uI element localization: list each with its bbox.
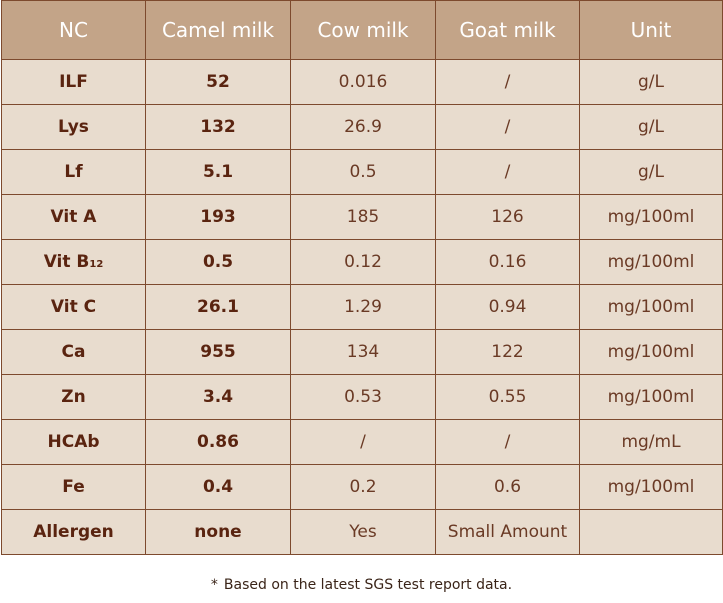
camel-milk-cell: 0.86 [145, 419, 291, 465]
cow-milk-cell: 0.5 [290, 149, 436, 195]
unit-cell: mg/100ml [579, 239, 723, 285]
nc-cell: Vit C [1, 284, 146, 330]
nc-cell: HCAb [1, 419, 146, 465]
nc-cell: Zn [1, 374, 146, 420]
goat-milk-cell: 0.94 [435, 284, 580, 330]
goat-milk-cell: / [435, 104, 580, 150]
milk-comparison-table: NC Camel milk Cow milk Goat milk Unit IL… [1, 0, 723, 555]
header-goat-milk: Goat milk [435, 0, 580, 60]
cow-milk-cell: 0.12 [290, 239, 436, 285]
camel-milk-cell: 0.5 [145, 239, 291, 285]
table-row: Lys 132 26.9 / g/L [1, 104, 723, 150]
header-nc: NC [1, 0, 146, 60]
nc-cell: Vit B12 [1, 239, 146, 285]
cow-milk-cell: 26.9 [290, 104, 436, 150]
nc-label: Vit B [43, 252, 90, 272]
table-header-row: NC Camel milk Cow milk Goat milk Unit [1, 0, 723, 60]
camel-milk-cell: 132 [145, 104, 291, 150]
table-row: ILF 52 0.016 / g/L [1, 59, 723, 105]
cow-milk-cell: 0.2 [290, 464, 436, 510]
goat-milk-cell: 0.55 [435, 374, 580, 420]
unit-cell [579, 509, 723, 555]
table-row: Lf 5.1 0.5 / g/L [1, 149, 723, 195]
goat-milk-cell: 122 [435, 329, 580, 375]
goat-milk-cell: 0.16 [435, 239, 580, 285]
nc-cell: Allergen [1, 509, 146, 555]
table-row: Allergen none Yes Small Amount [1, 509, 723, 555]
table-row: Zn 3.4 0.53 0.55 mg/100ml [1, 374, 723, 420]
table-row: Ca 955 134 122 mg/100ml [1, 329, 723, 375]
table-row: Vit C 26.1 1.29 0.94 mg/100ml [1, 284, 723, 330]
nc-cell: Lf [1, 149, 146, 195]
nc-cell: Ca [1, 329, 146, 375]
cow-milk-cell: 0.016 [290, 59, 436, 105]
header-camel-milk: Camel milk [145, 0, 291, 60]
camel-milk-cell: 52 [145, 59, 291, 105]
goat-milk-cell: Small Amount [435, 509, 580, 555]
camel-milk-cell: 193 [145, 194, 291, 240]
unit-cell: mg/100ml [579, 194, 723, 240]
table-row: Vit B12 0.5 0.12 0.16 mg/100ml [1, 239, 723, 285]
footnote: * Based on the latest SGS test report dat… [0, 577, 723, 593]
header-cow-milk: Cow milk [290, 0, 436, 60]
camel-milk-cell: none [145, 509, 291, 555]
comparison-table-wrapper: NC Camel milk Cow milk Goat milk Unit IL… [1, 0, 723, 555]
camel-milk-cell: 26.1 [145, 284, 291, 330]
unit-cell: mg/100ml [579, 329, 723, 375]
asterisk-icon: * [210, 577, 218, 593]
unit-cell: g/L [579, 104, 723, 150]
nc-cell: Fe [1, 464, 146, 510]
goat-milk-cell: / [435, 59, 580, 105]
nc-subscript: 12 [89, 259, 104, 270]
unit-cell: g/L [579, 149, 723, 195]
header-unit: Unit [579, 0, 723, 60]
goat-milk-cell: / [435, 149, 580, 195]
camel-milk-cell: 3.4 [145, 374, 291, 420]
nc-cell: Vit A [1, 194, 146, 240]
table-row: Fe 0.4 0.2 0.6 mg/100ml [1, 464, 723, 510]
goat-milk-cell: / [435, 419, 580, 465]
cow-milk-cell: 1.29 [290, 284, 436, 330]
unit-cell: g/L [579, 59, 723, 105]
goat-milk-cell: 126 [435, 194, 580, 240]
footnote-text: Based on the latest SGS test report data… [223, 577, 513, 593]
goat-milk-cell: 0.6 [435, 464, 580, 510]
cow-milk-cell: 185 [290, 194, 436, 240]
nc-cell: Lys [1, 104, 146, 150]
cow-milk-cell: Yes [290, 509, 436, 555]
cow-milk-cell: 0.53 [290, 374, 436, 420]
camel-milk-cell: 0.4 [145, 464, 291, 510]
nc-cell: ILF [1, 59, 146, 105]
camel-milk-cell: 5.1 [145, 149, 291, 195]
unit-cell: mg/mL [579, 419, 723, 465]
cow-milk-cell: 134 [290, 329, 436, 375]
table-row: Vit A 193 185 126 mg/100ml [1, 194, 723, 240]
camel-milk-cell: 955 [145, 329, 291, 375]
unit-cell: mg/100ml [579, 374, 723, 420]
unit-cell: mg/100ml [579, 464, 723, 510]
table-row: HCAb 0.86 / / mg/mL [1, 419, 723, 465]
cow-milk-cell: / [290, 419, 436, 465]
unit-cell: mg/100ml [579, 284, 723, 330]
